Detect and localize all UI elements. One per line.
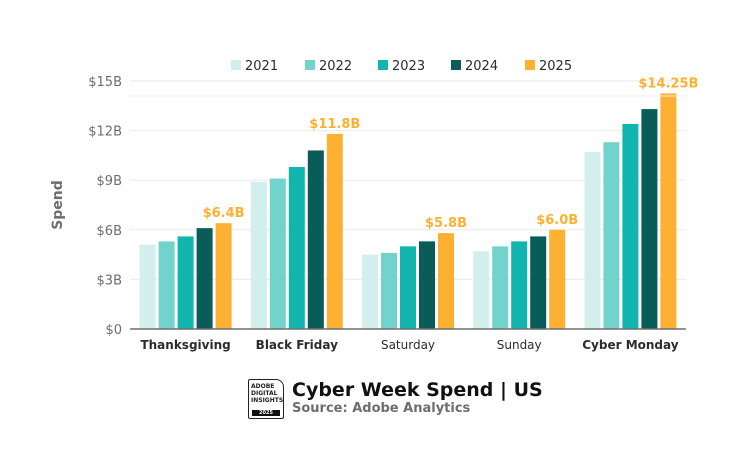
legend-swatch	[231, 60, 241, 70]
bar-2022	[158, 241, 175, 329]
bar-2024	[641, 109, 658, 330]
bar-2022	[492, 246, 509, 329]
y-tick-label: $0	[105, 323, 122, 338]
legend-swatch	[378, 60, 388, 70]
logo-line: INSIGHTS	[251, 397, 284, 404]
legend-swatch	[451, 60, 461, 70]
y-axis-label: Spend	[50, 180, 66, 230]
logo-line: ADOBE	[251, 383, 275, 390]
y-tick-label: $15B	[88, 75, 122, 90]
logo-line: DIGITAL	[251, 390, 278, 397]
x-tick-label: Cyber Monday	[582, 338, 679, 352]
bar-2025	[215, 223, 232, 329]
y-tick-label: $6B	[97, 224, 122, 239]
x-tick-label: Saturday	[381, 338, 435, 352]
bar-2024	[307, 150, 324, 329]
x-tick-label: Sunday	[497, 338, 542, 352]
bar-2024	[530, 236, 547, 329]
adobe-digital-insights-logo: ADOBE DIGITAL INSIGHTS 2025	[248, 379, 284, 419]
chart-footer: ADOBE DIGITAL INSIGHTS 2025 Cyber Week S…	[248, 379, 543, 419]
y-tick-label: $9B	[97, 174, 122, 189]
y-tick-label: $12B	[88, 125, 122, 140]
bar-2025	[438, 233, 454, 329]
bar-2021	[250, 181, 267, 329]
legend-label: 2024	[465, 59, 498, 74]
bar-2022	[269, 178, 286, 329]
data-label: $14.25B	[638, 76, 698, 91]
bar-2023	[177, 236, 194, 329]
chart-title: Cyber Week Spend | US	[292, 379, 543, 401]
chart-source: Source: Adobe Analytics	[292, 401, 471, 416]
bar-2021	[473, 251, 490, 329]
legend-label: 2023	[392, 59, 425, 74]
bar-2025	[549, 229, 566, 329]
legend-label: 2021	[245, 59, 278, 74]
bar-2023	[400, 246, 416, 329]
bar-2021	[362, 254, 378, 329]
bar-2025	[326, 133, 343, 329]
logo-year: 2025	[252, 410, 280, 416]
bar-2023	[288, 166, 305, 329]
y-tick-label: $3B	[97, 273, 122, 288]
data-label: $6.0B	[536, 213, 578, 228]
bar-2024	[419, 241, 435, 329]
x-tick-label: Thanksgiving	[140, 338, 230, 352]
legend-label: 2022	[319, 59, 352, 74]
bar-2023	[622, 123, 639, 329]
legend-label: 2025	[539, 59, 572, 74]
legend-swatch	[305, 60, 315, 70]
data-label: $6.4B	[203, 206, 245, 221]
bar-2023	[511, 241, 528, 329]
bar-2022	[381, 252, 397, 329]
x-tick-label: Black Friday	[256, 338, 338, 352]
bar-2021	[584, 152, 601, 329]
bar-2021	[139, 244, 156, 329]
bar-2025	[660, 93, 677, 330]
data-label: $11.8B	[309, 117, 360, 132]
legend-swatch	[525, 60, 535, 70]
data-label: $5.8B	[425, 216, 467, 231]
bar-2022	[603, 142, 620, 329]
bar-2024	[196, 228, 213, 329]
